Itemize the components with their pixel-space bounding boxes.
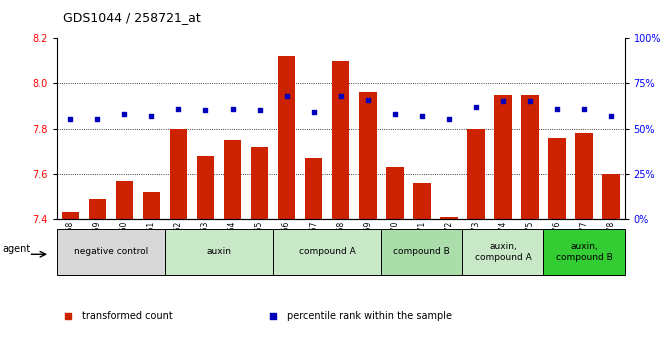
Text: GDS1044 / 258721_at: GDS1044 / 258721_at <box>63 11 201 24</box>
Bar <box>413 183 431 219</box>
Text: percentile rank within the sample: percentile rank within the sample <box>287 311 452 321</box>
Bar <box>250 147 269 219</box>
Point <box>552 106 562 111</box>
Bar <box>359 92 377 219</box>
Point <box>255 108 265 113</box>
Bar <box>278 56 295 219</box>
Point <box>444 117 454 122</box>
Bar <box>61 212 79 219</box>
Text: auxin,
compound B: auxin, compound B <box>556 242 613 262</box>
Point <box>92 117 103 122</box>
Point <box>65 117 75 122</box>
Text: auxin,
compound A: auxin, compound A <box>474 242 531 262</box>
FancyBboxPatch shape <box>544 229 625 275</box>
Point <box>470 104 481 110</box>
Bar <box>224 140 241 219</box>
Point <box>281 93 292 99</box>
FancyBboxPatch shape <box>165 229 273 275</box>
Point <box>524 99 535 104</box>
Text: agent: agent <box>3 245 31 254</box>
Point <box>362 97 373 102</box>
Point <box>389 111 400 117</box>
Point <box>200 108 211 113</box>
Point <box>267 313 278 318</box>
Bar <box>440 217 458 219</box>
Point <box>606 113 617 119</box>
FancyBboxPatch shape <box>381 229 462 275</box>
Text: auxin: auxin <box>206 247 232 256</box>
Point <box>335 93 346 99</box>
Bar <box>575 133 593 219</box>
Text: negative control: negative control <box>73 247 148 256</box>
Point <box>173 106 184 111</box>
Bar <box>467 129 485 219</box>
FancyBboxPatch shape <box>273 229 381 275</box>
Bar <box>89 199 106 219</box>
Text: compound A: compound A <box>299 247 355 256</box>
Point <box>146 113 157 119</box>
Bar <box>143 192 160 219</box>
Bar <box>548 138 566 219</box>
Text: compound B: compound B <box>393 247 450 256</box>
Point <box>416 113 427 119</box>
Point <box>63 313 73 318</box>
Point <box>119 111 130 117</box>
FancyBboxPatch shape <box>57 229 165 275</box>
Bar <box>386 167 403 219</box>
Bar <box>332 61 349 219</box>
Point <box>309 109 319 115</box>
Point <box>227 106 238 111</box>
Bar <box>521 95 538 219</box>
Point <box>498 99 508 104</box>
Bar <box>196 156 214 219</box>
Bar <box>494 95 512 219</box>
Point <box>578 106 589 111</box>
Bar <box>603 174 620 219</box>
Bar <box>170 129 187 219</box>
Text: transformed count: transformed count <box>82 311 173 321</box>
FancyBboxPatch shape <box>462 229 544 275</box>
Bar <box>116 180 133 219</box>
Bar <box>305 158 323 219</box>
